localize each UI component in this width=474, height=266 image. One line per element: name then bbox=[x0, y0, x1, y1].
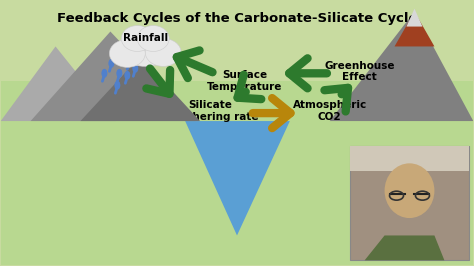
Polygon shape bbox=[31, 32, 195, 121]
Polygon shape bbox=[394, 12, 434, 47]
Polygon shape bbox=[350, 146, 469, 260]
Polygon shape bbox=[0, 47, 115, 121]
Polygon shape bbox=[350, 146, 469, 171]
Text: Surface
Temperature: Surface Temperature bbox=[207, 70, 283, 92]
Text: Rainfall: Rainfall bbox=[123, 34, 168, 44]
Ellipse shape bbox=[132, 64, 138, 73]
Ellipse shape bbox=[109, 59, 114, 68]
Polygon shape bbox=[407, 9, 422, 27]
Text: Greenhouse
Effect: Greenhouse Effect bbox=[324, 61, 395, 82]
Polygon shape bbox=[0, 81, 474, 121]
Text: Silicate
Weathering rate: Silicate Weathering rate bbox=[162, 100, 258, 122]
Ellipse shape bbox=[116, 69, 122, 78]
Ellipse shape bbox=[145, 39, 181, 66]
Ellipse shape bbox=[118, 31, 173, 66]
Ellipse shape bbox=[137, 26, 169, 51]
Ellipse shape bbox=[127, 57, 132, 66]
Polygon shape bbox=[330, 12, 474, 121]
Polygon shape bbox=[0, 121, 474, 265]
Ellipse shape bbox=[384, 163, 434, 218]
Text: Feedback Cycles of the Carbonate-Silicate Cycle: Feedback Cycles of the Carbonate-Silicat… bbox=[57, 12, 417, 25]
Text: Atmospheric
CO2: Atmospheric CO2 bbox=[292, 100, 367, 122]
Polygon shape bbox=[185, 121, 290, 235]
Ellipse shape bbox=[109, 39, 145, 67]
Ellipse shape bbox=[101, 69, 108, 78]
Polygon shape bbox=[365, 235, 445, 260]
Ellipse shape bbox=[124, 71, 130, 80]
Ellipse shape bbox=[121, 26, 153, 51]
Ellipse shape bbox=[114, 81, 120, 90]
Polygon shape bbox=[81, 56, 200, 121]
